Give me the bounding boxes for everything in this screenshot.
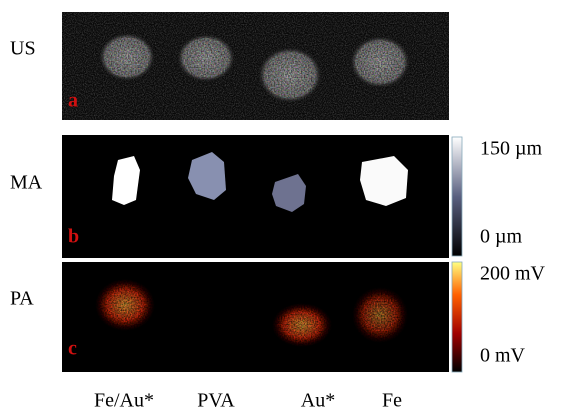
panel-letter: a: [68, 90, 78, 112]
colorbar-max: 150 µm: [480, 138, 543, 160]
ma-panel: [62, 135, 449, 258]
row-label: PA: [10, 288, 34, 310]
colorbar-min: 0 µm: [480, 226, 523, 248]
colorbar-max: 200 mV: [480, 263, 546, 285]
sample-label: PVA: [197, 390, 235, 411]
figure: US MA PA a b c 150 µm 0 µm 200 mV 0 mV F…: [0, 0, 561, 411]
sample-label: Fe: [382, 390, 402, 411]
colorbar-min: 0 mV: [480, 345, 526, 367]
panel-letter: b: [68, 226, 79, 248]
colorbar: [452, 262, 462, 372]
panel-letter: c: [68, 338, 77, 360]
row-label: MA: [10, 172, 43, 194]
colorbar: [452, 137, 462, 256]
sample-label: Fe/Au*: [94, 390, 154, 411]
row-label: US: [10, 38, 36, 60]
pa-panel: [62, 262, 449, 372]
us-panel: [62, 12, 449, 120]
sample-label: Au*: [301, 390, 335, 411]
